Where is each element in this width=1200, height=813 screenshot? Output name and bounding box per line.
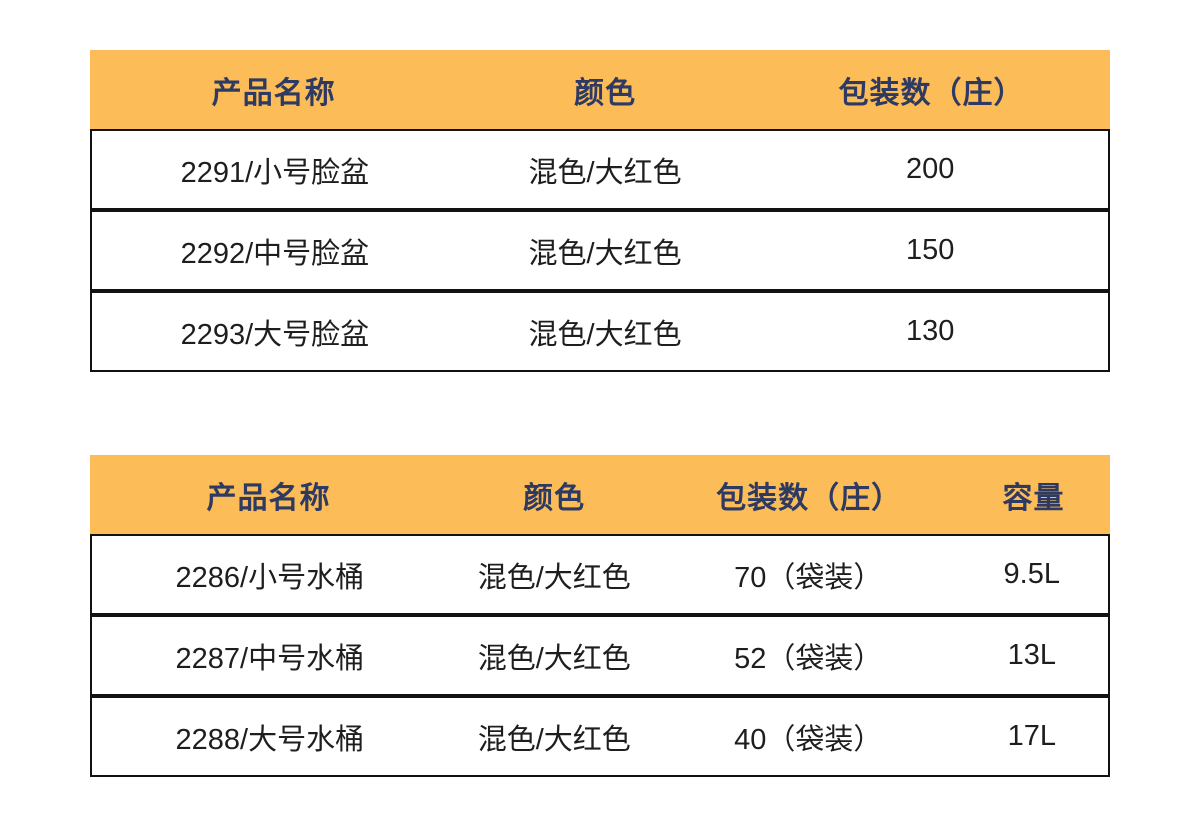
cell-capacity: 13L: [1007, 639, 1056, 671]
cell-pack-count: 150: [905, 234, 955, 266]
column-header-pack-count: 包装数（庄）: [838, 76, 1025, 110]
table-row: 2287/中号水桶 混色/大红色 52（袋装） 13L: [90, 615, 1110, 696]
column-header-product-name: 产品名称: [206, 481, 331, 515]
column-header-capacity: 容量: [1002, 481, 1065, 515]
cell-color: 混色/大红色: [477, 561, 631, 594]
cell-pack-count: 130: [905, 315, 955, 347]
table-row: 2291/小号脸盆 混色/大红色 200: [90, 129, 1110, 210]
cell-pack-count: 40（袋装）: [734, 723, 883, 756]
cell-color: 混色/大红色: [528, 156, 682, 189]
bucket-spec-table: 产品名称 颜色 包装数（庄） 容量 2286/小号水桶 混色/大红色 70（袋装…: [90, 455, 1110, 777]
cell-color: 混色/大红色: [528, 237, 682, 270]
cell-capacity: 17L: [1007, 720, 1056, 752]
table-row: 2293/大号脸盆 混色/大红色 130: [90, 291, 1110, 372]
cell-color: 混色/大红色: [477, 642, 631, 675]
column-header-color: 颜色: [523, 481, 586, 515]
cell-product-name: 2292/中号脸盆: [180, 237, 370, 270]
table-row: 2288/大号水桶 混色/大红色 40（袋装） 17L: [90, 696, 1110, 777]
column-header-color: 颜色: [574, 76, 637, 110]
cell-product-name: 2291/小号脸盆: [180, 156, 370, 189]
cell-product-name: 2288/大号水桶: [175, 723, 365, 756]
table-row: 2292/中号脸盆 混色/大红色 150: [90, 210, 1110, 291]
cell-product-name: 2287/中号水桶: [175, 642, 365, 675]
cell-product-name: 2286/小号水桶: [175, 561, 365, 594]
cell-color: 混色/大红色: [528, 318, 682, 351]
basin-table-header-row: 产品名称 颜色 包装数（庄）: [90, 50, 1110, 129]
basin-spec-table: 产品名称 颜色 包装数（庄） 2291/小号脸盆 混色/大红色 200 2292…: [90, 50, 1110, 372]
table-row: 2286/小号水桶 混色/大红色 70（袋装） 9.5L: [90, 534, 1110, 615]
cell-pack-count: 70（袋装）: [734, 561, 883, 594]
cell-capacity: 9.5L: [1003, 558, 1060, 590]
cell-pack-count: 52（袋装）: [734, 642, 883, 675]
cell-color: 混色/大红色: [477, 723, 631, 756]
cell-product-name: 2293/大号脸盆: [180, 318, 370, 351]
column-header-product-name: 产品名称: [211, 76, 336, 110]
column-header-pack-count: 包装数（庄）: [716, 481, 903, 515]
bucket-table-header-row: 产品名称 颜色 包装数（庄） 容量: [90, 455, 1110, 534]
cell-pack-count: 200: [905, 153, 955, 185]
